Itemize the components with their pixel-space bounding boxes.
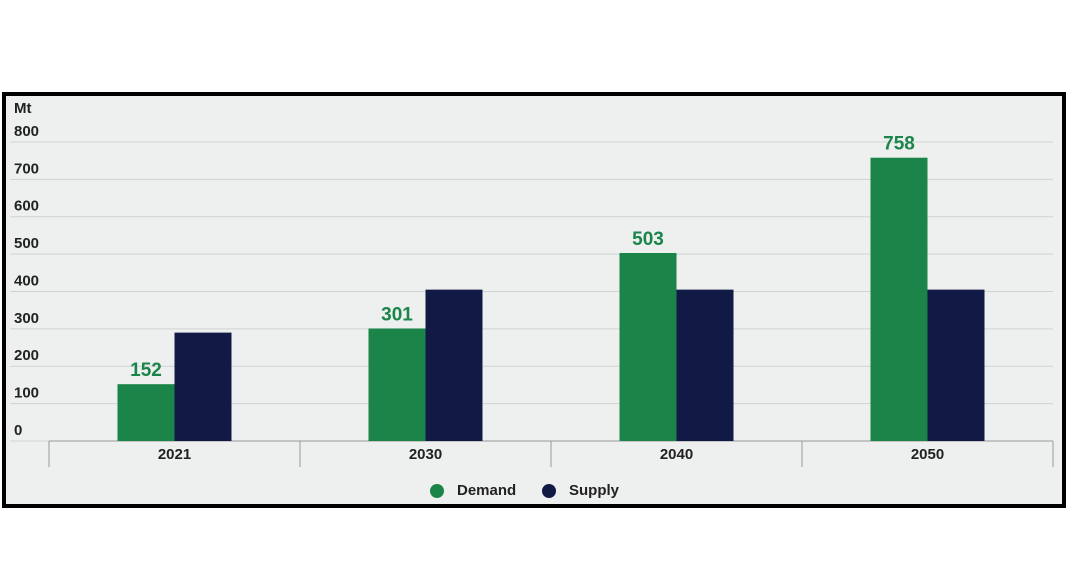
value-label: 301 [381,305,413,326]
y-tick-label: 200 [14,347,39,364]
legend-label: Supply [569,482,620,499]
value-label: 503 [632,229,664,250]
value-label: 152 [130,360,162,381]
bar [174,332,232,441]
x-tick-label: 2021 [158,446,191,463]
legend-label: Demand [457,482,516,499]
y-tick-label: 800 [14,123,39,140]
y-tick-label: 0 [14,422,22,439]
bar [368,328,426,441]
legend-marker [430,484,444,498]
y-tick-label: 400 [14,272,39,289]
legend-marker [542,484,556,498]
bar [425,289,483,441]
bar [870,157,928,441]
x-tick-label: 2040 [660,446,693,463]
bar [619,253,677,441]
bar [117,384,175,441]
y-tick-label: 500 [14,235,39,252]
bar [927,289,985,441]
y-axis-label: Mt [14,100,32,117]
y-tick-label: 700 [14,160,39,177]
value-label: 758 [883,134,915,155]
bar [676,289,734,441]
y-tick-label: 600 [14,198,39,215]
x-tick-label: 2030 [409,446,442,463]
y-tick-label: 300 [14,310,39,327]
x-tick-label: 2050 [911,446,944,463]
y-tick-label: 100 [14,385,39,402]
